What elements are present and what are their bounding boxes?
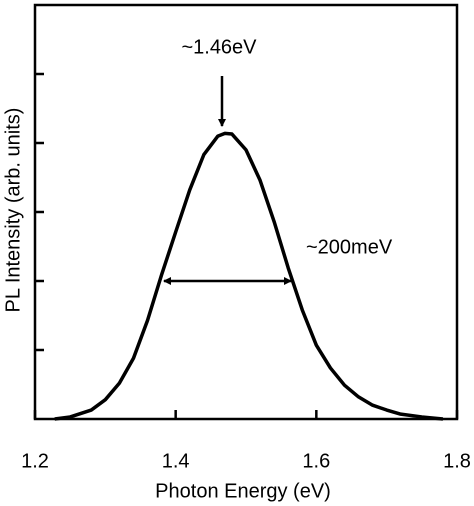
x-axis-label: Photon Energy (eV) bbox=[155, 480, 331, 502]
x-tick-label: 1.6 bbox=[302, 450, 330, 472]
y-axis-label: PL Intensity (arb. units) bbox=[2, 108, 24, 313]
x-tick-label: 1.2 bbox=[21, 450, 49, 472]
plot-frame bbox=[33, 3, 459, 421]
x-tick-label: 1.4 bbox=[162, 450, 190, 472]
peak-annotation: ~1.46eV bbox=[181, 36, 257, 58]
fwhm-annotation: ~200meV bbox=[306, 236, 393, 258]
x-tick-label: 1.8 bbox=[443, 450, 471, 472]
spectrum-line bbox=[54, 131, 444, 421]
